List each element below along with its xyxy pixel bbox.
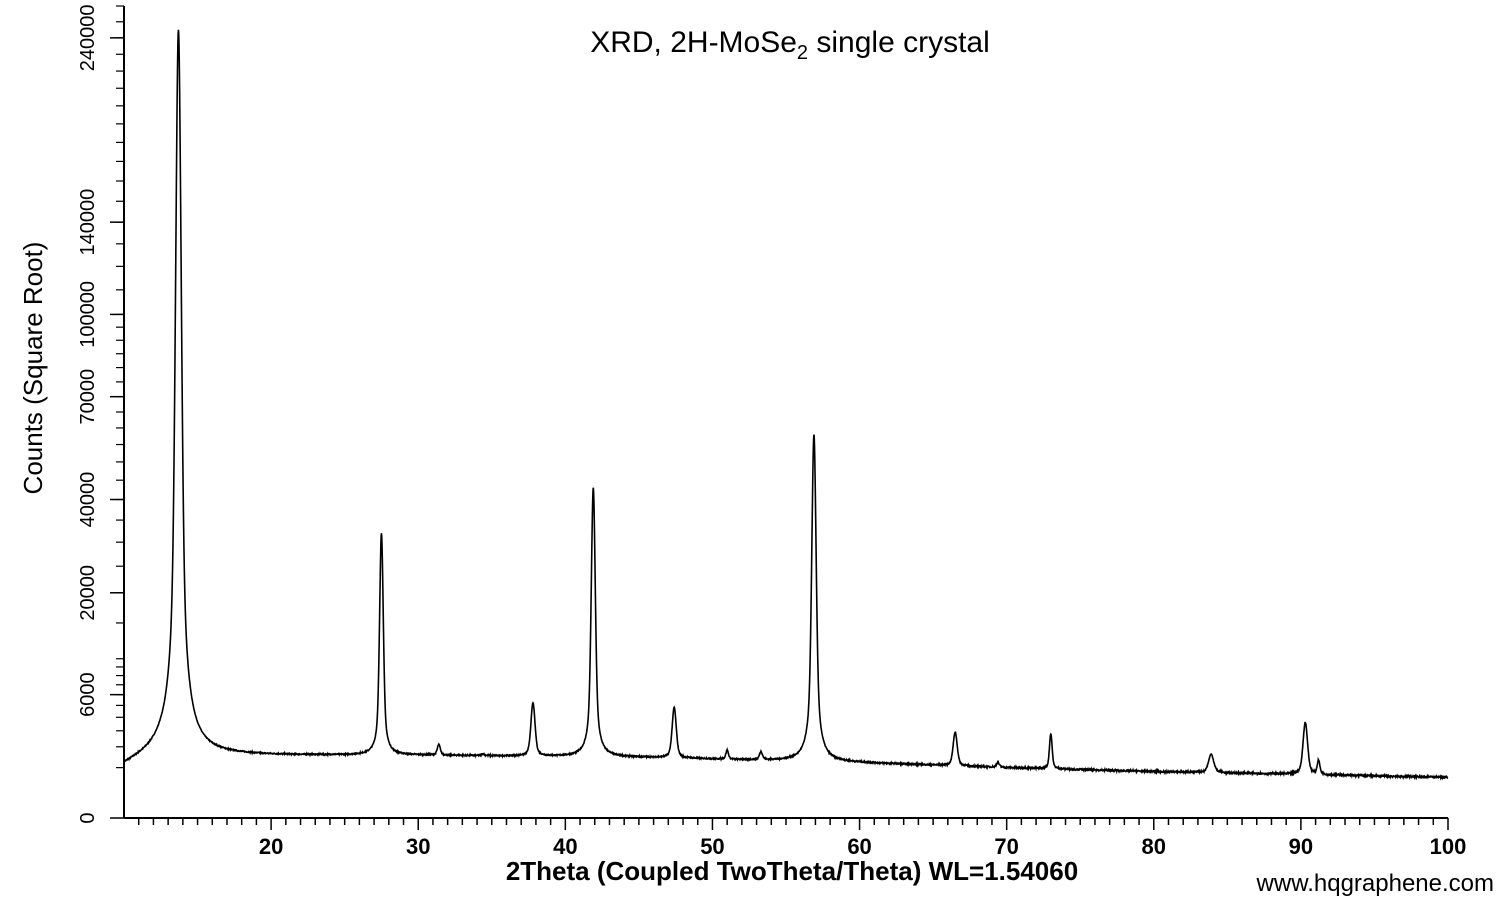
y-tick-label: 100000 xyxy=(77,281,99,348)
xrd-series-line xyxy=(123,29,1449,781)
y-tick-label: 6000 xyxy=(77,672,99,717)
x-axis-label: 2Theta (Coupled TwoTheta/Theta) WL=1.540… xyxy=(506,856,1078,886)
x-tick-label: 50 xyxy=(700,834,724,859)
x-tick-label: 40 xyxy=(553,834,577,859)
axes xyxy=(123,6,1448,819)
x-tick-label: 20 xyxy=(259,834,283,859)
y-tick-label: 0 xyxy=(77,812,99,823)
x-tick-label: 100 xyxy=(1430,834,1467,859)
y-tick-label: 40000 xyxy=(77,472,99,528)
x-ticks: 20 30 40 50 60 70 80 90 100 xyxy=(137,818,1467,859)
y-tick-label: 140000 xyxy=(77,189,99,256)
y-tick-label: 70000 xyxy=(77,369,99,425)
x-tick-label: 70 xyxy=(994,834,1018,859)
chart-title: XRD, 2H-MoSe2 single crystal xyxy=(590,26,990,64)
y-tick-label: 240000 xyxy=(77,4,99,71)
y-tick-label: 20000 xyxy=(77,565,99,621)
x-tick-label: 80 xyxy=(1142,834,1166,859)
x-tick-label: 90 xyxy=(1289,834,1313,859)
y-axis-label: Counts (Square Root) xyxy=(18,242,48,495)
y-ticks: 0 6000 20000 40000 70000 100000 140000 240000 xyxy=(77,4,124,824)
watermark: www.hqgraphene.com xyxy=(1256,870,1494,897)
x-tick-label: 30 xyxy=(406,834,430,859)
x-tick-label: 60 xyxy=(847,834,871,859)
